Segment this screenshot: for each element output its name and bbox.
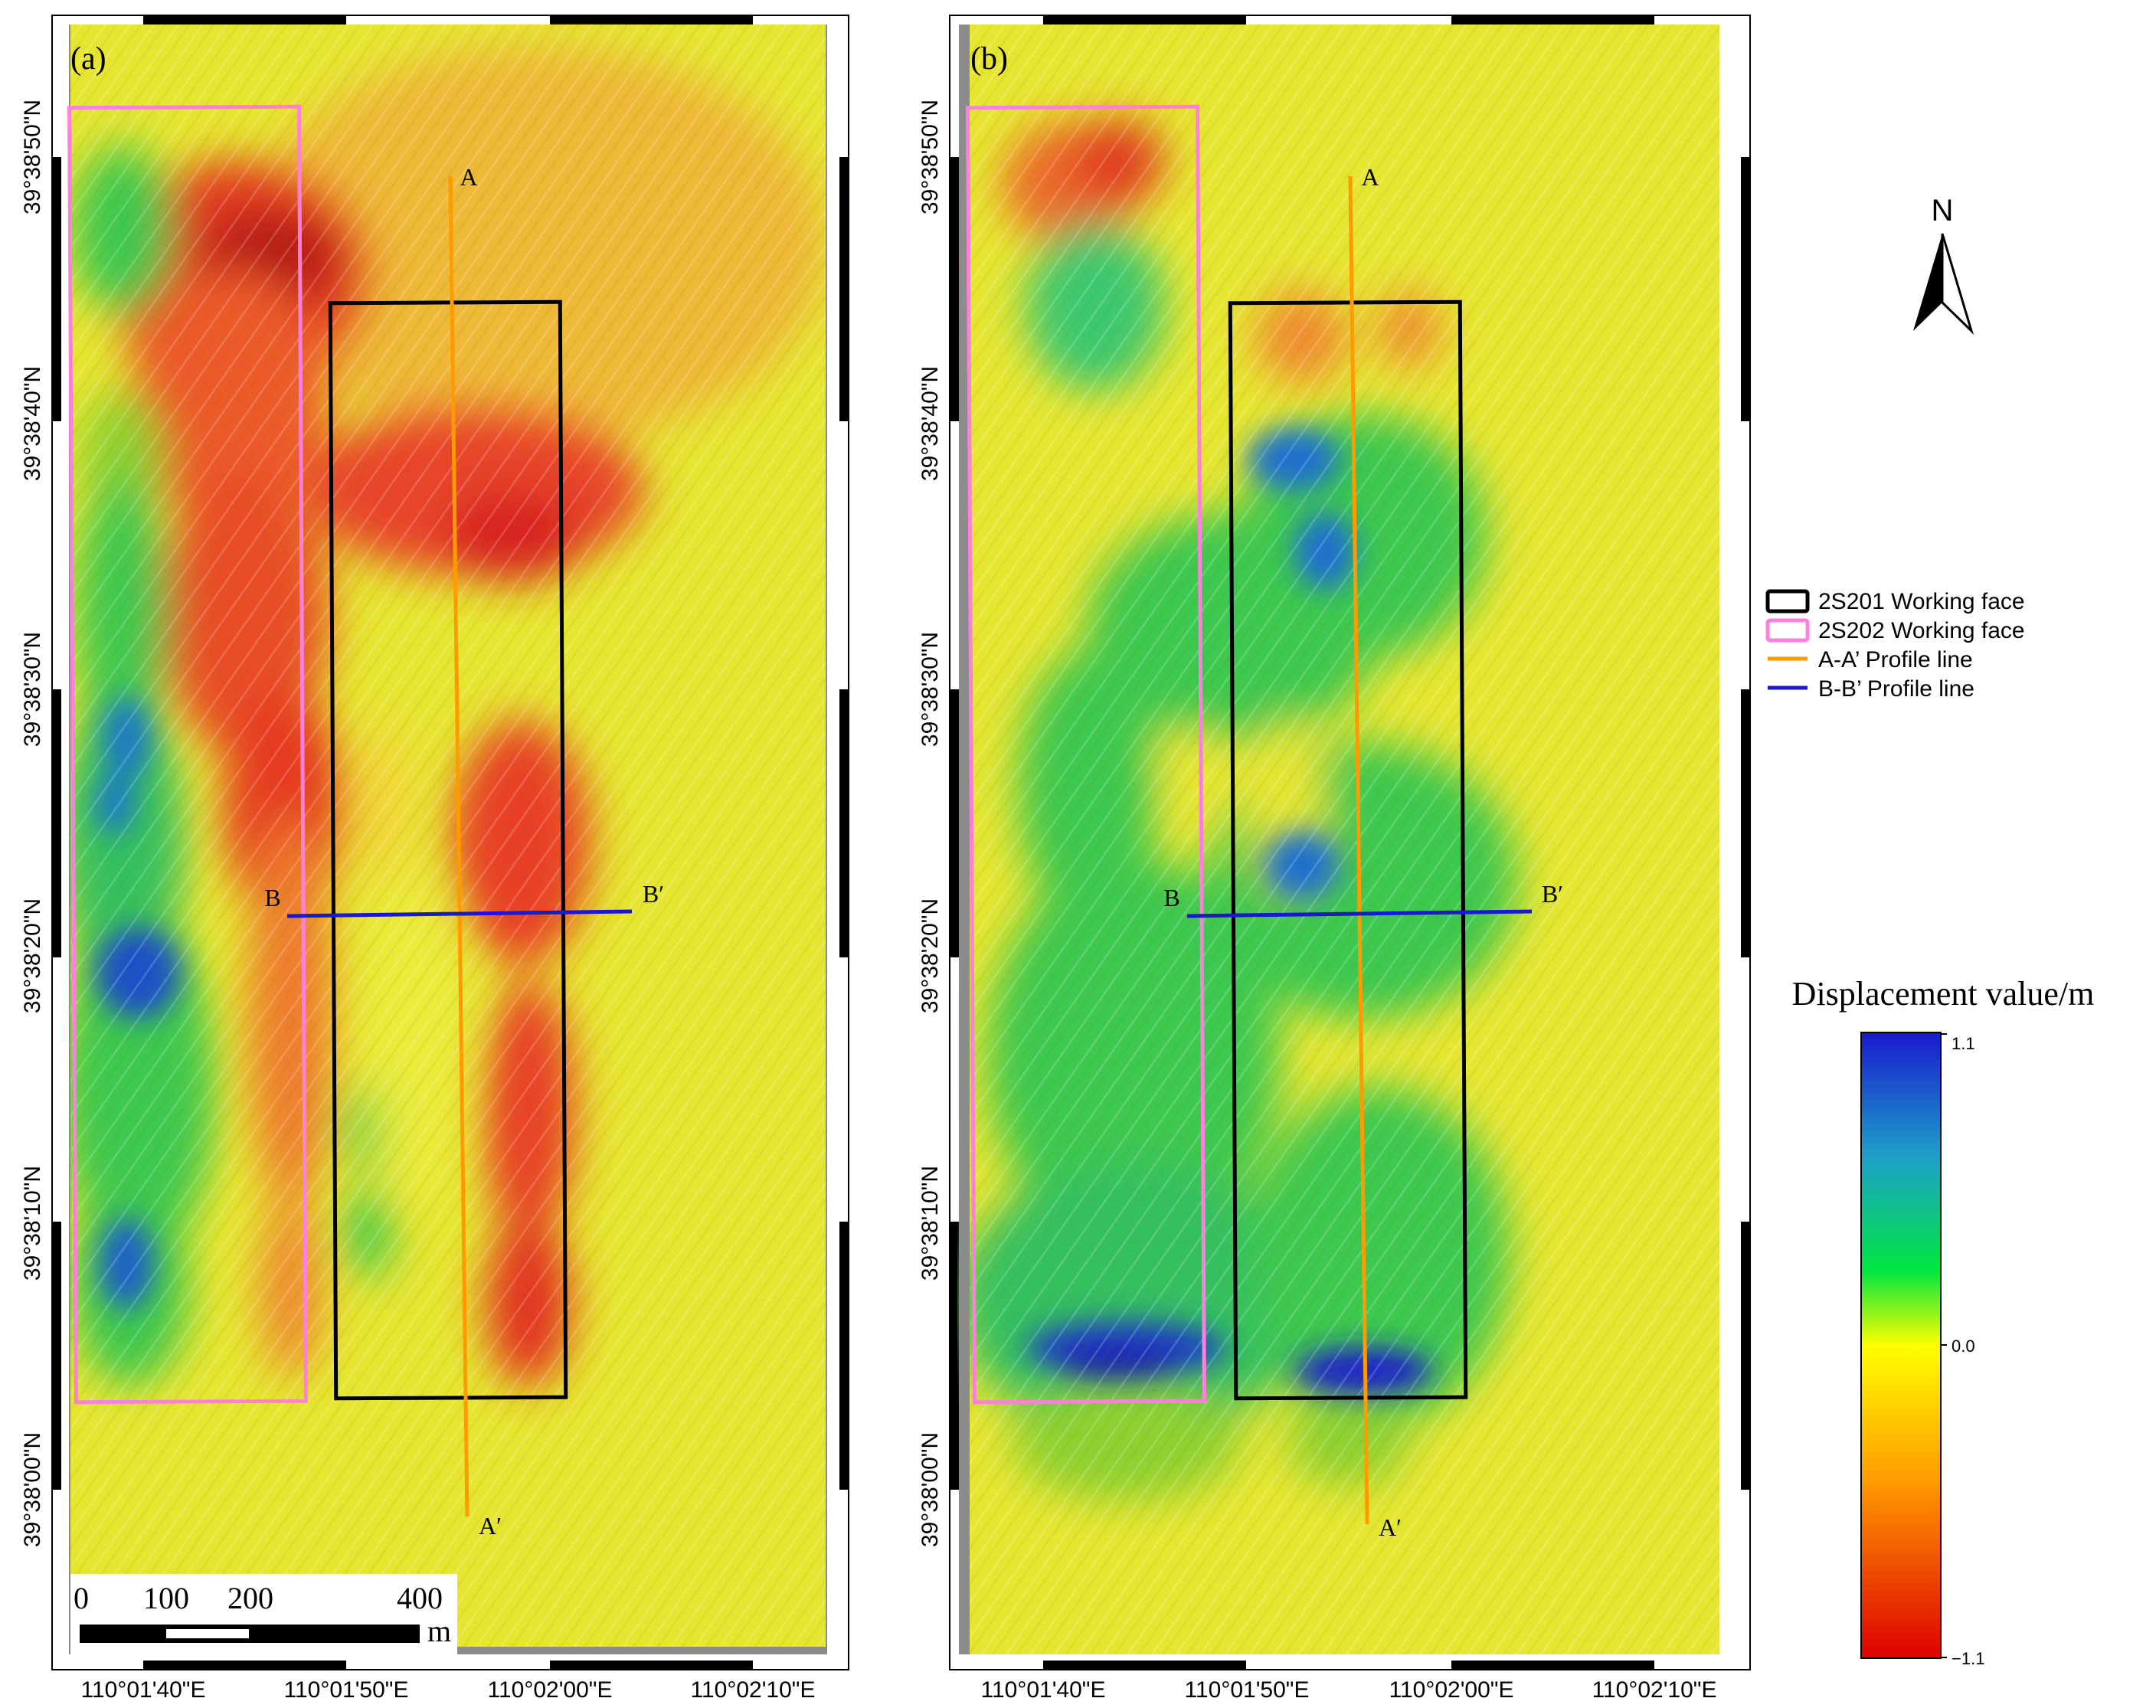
lat-label: 39°38'20"N: [918, 898, 943, 1013]
panel-a: A A′ B B′ (a) 0 100 200 400 m 39°38'50"N…: [20, 15, 849, 1703]
panel-b-displacement-raster: [957, 25, 1719, 1654]
lon-label: 110°01'50"E: [1185, 1677, 1310, 1703]
north-arrow-label: N: [1932, 194, 1954, 227]
panel-a-scale-bar: 0 100 200 400 m: [70, 1574, 457, 1657]
colorbar-gradient: [1860, 1032, 1942, 1659]
legend-label-aa: A-A’ Profile line: [1818, 647, 1973, 672]
lat-label: 39°38'10"N: [918, 1166, 943, 1281]
panel-b-lat-labels: 39°38'50"N 39°38'40"N 39°38'30"N 39°38'2…: [918, 100, 943, 1547]
legend: 2S201 Working face 2S202 Working face A-…: [1765, 589, 2025, 702]
lon-label: 110°02'10"E: [1592, 1677, 1717, 1703]
colorbar-title: Displacement value/m: [1792, 975, 2095, 1013]
lon-label: 110°02'00"E: [488, 1677, 613, 1703]
lon-label: 110°01'40"E: [81, 1677, 206, 1703]
lat-label: 39°38'20"N: [20, 898, 45, 1013]
lat-label: 39°38'10"N: [20, 1166, 45, 1281]
panel-a-displacement-raster: [69, 25, 827, 1654]
panel-a-label: (a): [70, 41, 106, 77]
panel-a-label-b-prime: B′: [643, 880, 664, 908]
panel-b-label-b: B: [1163, 884, 1179, 911]
panel-a-lon-labels: 110°01'40"E 110°01'50"E 110°02'00"E 110°…: [81, 1677, 816, 1703]
legend-label-2s202: 2S202 Working face: [1818, 618, 2025, 643]
scale-tick-100: 100: [143, 1581, 189, 1615]
legend-label-2s201: 2S201 Working face: [1818, 589, 2025, 614]
panel-a-2s201-working-face: [328, 299, 568, 1401]
lat-label: 39°38'30"N: [918, 632, 943, 747]
colorbar-min-label: −1.1: [1952, 1649, 1984, 1668]
scale-unit: m: [427, 1614, 451, 1648]
colorbar: Displacement value/m 1.1 0.0 −1.1: [1792, 975, 2095, 1668]
lat-label: 39°38'30"N: [20, 632, 45, 747]
north-arrow-icon: [1913, 234, 1942, 331]
north-arrow: N: [1913, 194, 1974, 335]
lat-label: 39°38'00"N: [20, 1432, 45, 1547]
lon-label: 110°02'10"E: [691, 1677, 816, 1703]
scale-tick-0: 0: [74, 1581, 89, 1615]
colorbar-max-label: 1.1: [1952, 1034, 1975, 1053]
panel-a-lat-labels: 39°38'50"N 39°38'40"N 39°38'30"N 39°38'2…: [20, 100, 45, 1547]
lon-label: 110°01'40"E: [981, 1677, 1106, 1703]
legend-swatch-2s201: [1765, 589, 1810, 614]
legend-label-bb: B-B’ Profile line: [1818, 676, 1974, 702]
panel-a-label-a: A: [460, 163, 477, 191]
panel-b-label: (b): [970, 41, 1008, 77]
panel-b-2s201-working-face: [1228, 299, 1468, 1401]
scale-tick-400: 400: [397, 1581, 443, 1615]
lat-label: 39°38'50"N: [20, 100, 45, 214]
colorbar-mid-label: 0.0: [1952, 1337, 1975, 1356]
panel-b: A A′ B B′ (b) 39°38'50"N 39°38'40"N 39°3…: [918, 15, 1751, 1703]
lat-label: 39°38'00"N: [918, 1432, 943, 1547]
scale-tick-200: 200: [227, 1581, 273, 1615]
panel-b-2s202-working-face: [966, 104, 1206, 1405]
panel-b-lon-labels: 110°01'40"E 110°01'50"E 110°02'00"E 110°…: [981, 1677, 1717, 1703]
legend-swatch-2s202: [1765, 618, 1810, 643]
lat-label: 39°38'40"N: [918, 366, 943, 481]
panel-b-label-a-prime: A′: [1379, 1513, 1402, 1541]
lon-label: 110°02'00"E: [1389, 1677, 1514, 1703]
lat-label: 39°38'50"N: [918, 100, 943, 214]
panel-b-label-b-prime: B′: [1542, 880, 1563, 908]
panel-a-2s202-working-face: [67, 104, 308, 1405]
panel-a-label-b: B: [264, 884, 280, 911]
panel-a-label-a-prime: A′: [479, 1512, 502, 1539]
lon-label: 110°01'50"E: [284, 1677, 409, 1703]
panel-b-label-a: A: [1361, 163, 1379, 191]
lat-label: 39°38'40"N: [20, 366, 45, 481]
panel-b-bb-profile-line: [1186, 909, 1533, 918]
panel-a-aa-profile-line: [448, 175, 469, 1517]
panel-b-aa-profile-line: [1348, 175, 1369, 1525]
panel-a-bb-profile-line: [286, 909, 633, 918]
